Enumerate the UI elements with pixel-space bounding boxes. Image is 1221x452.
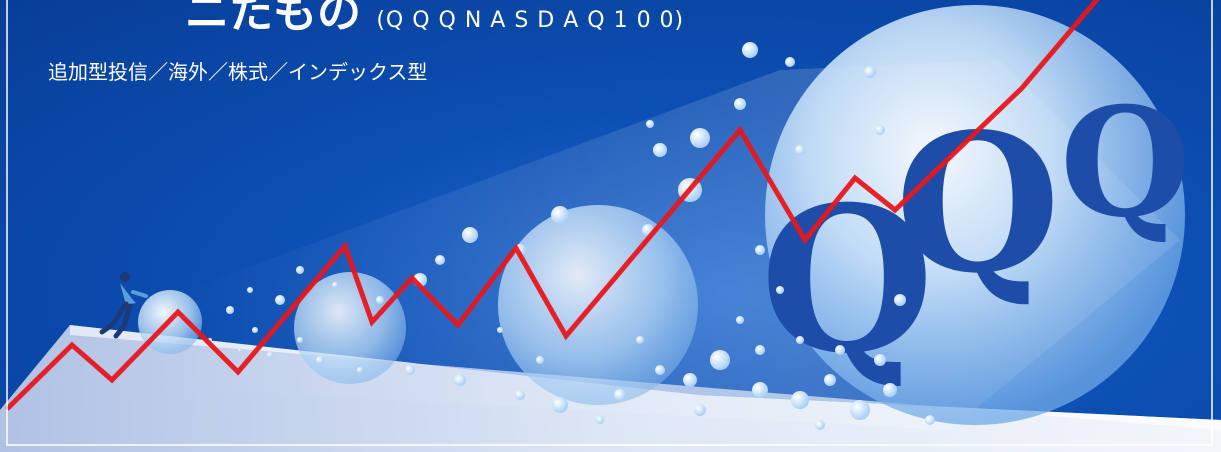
title-fragment: ニたもの (Q Q Q N A S D A Q 1 0 0) [185, 0, 684, 40]
person-figure-icon [99, 272, 148, 339]
title-fragment-sub: (Q Q Q N A S D A Q 1 0 0) [376, 8, 685, 33]
svg-text:Q: Q [1060, 75, 1191, 251]
title-fragment-main: ニたもの [185, 0, 361, 38]
trend-line [5, 0, 1100, 411]
fund-category: 追加型投信／海外／株式／インデックス型 [48, 60, 428, 84]
banner-frame [6, 0, 1213, 446]
